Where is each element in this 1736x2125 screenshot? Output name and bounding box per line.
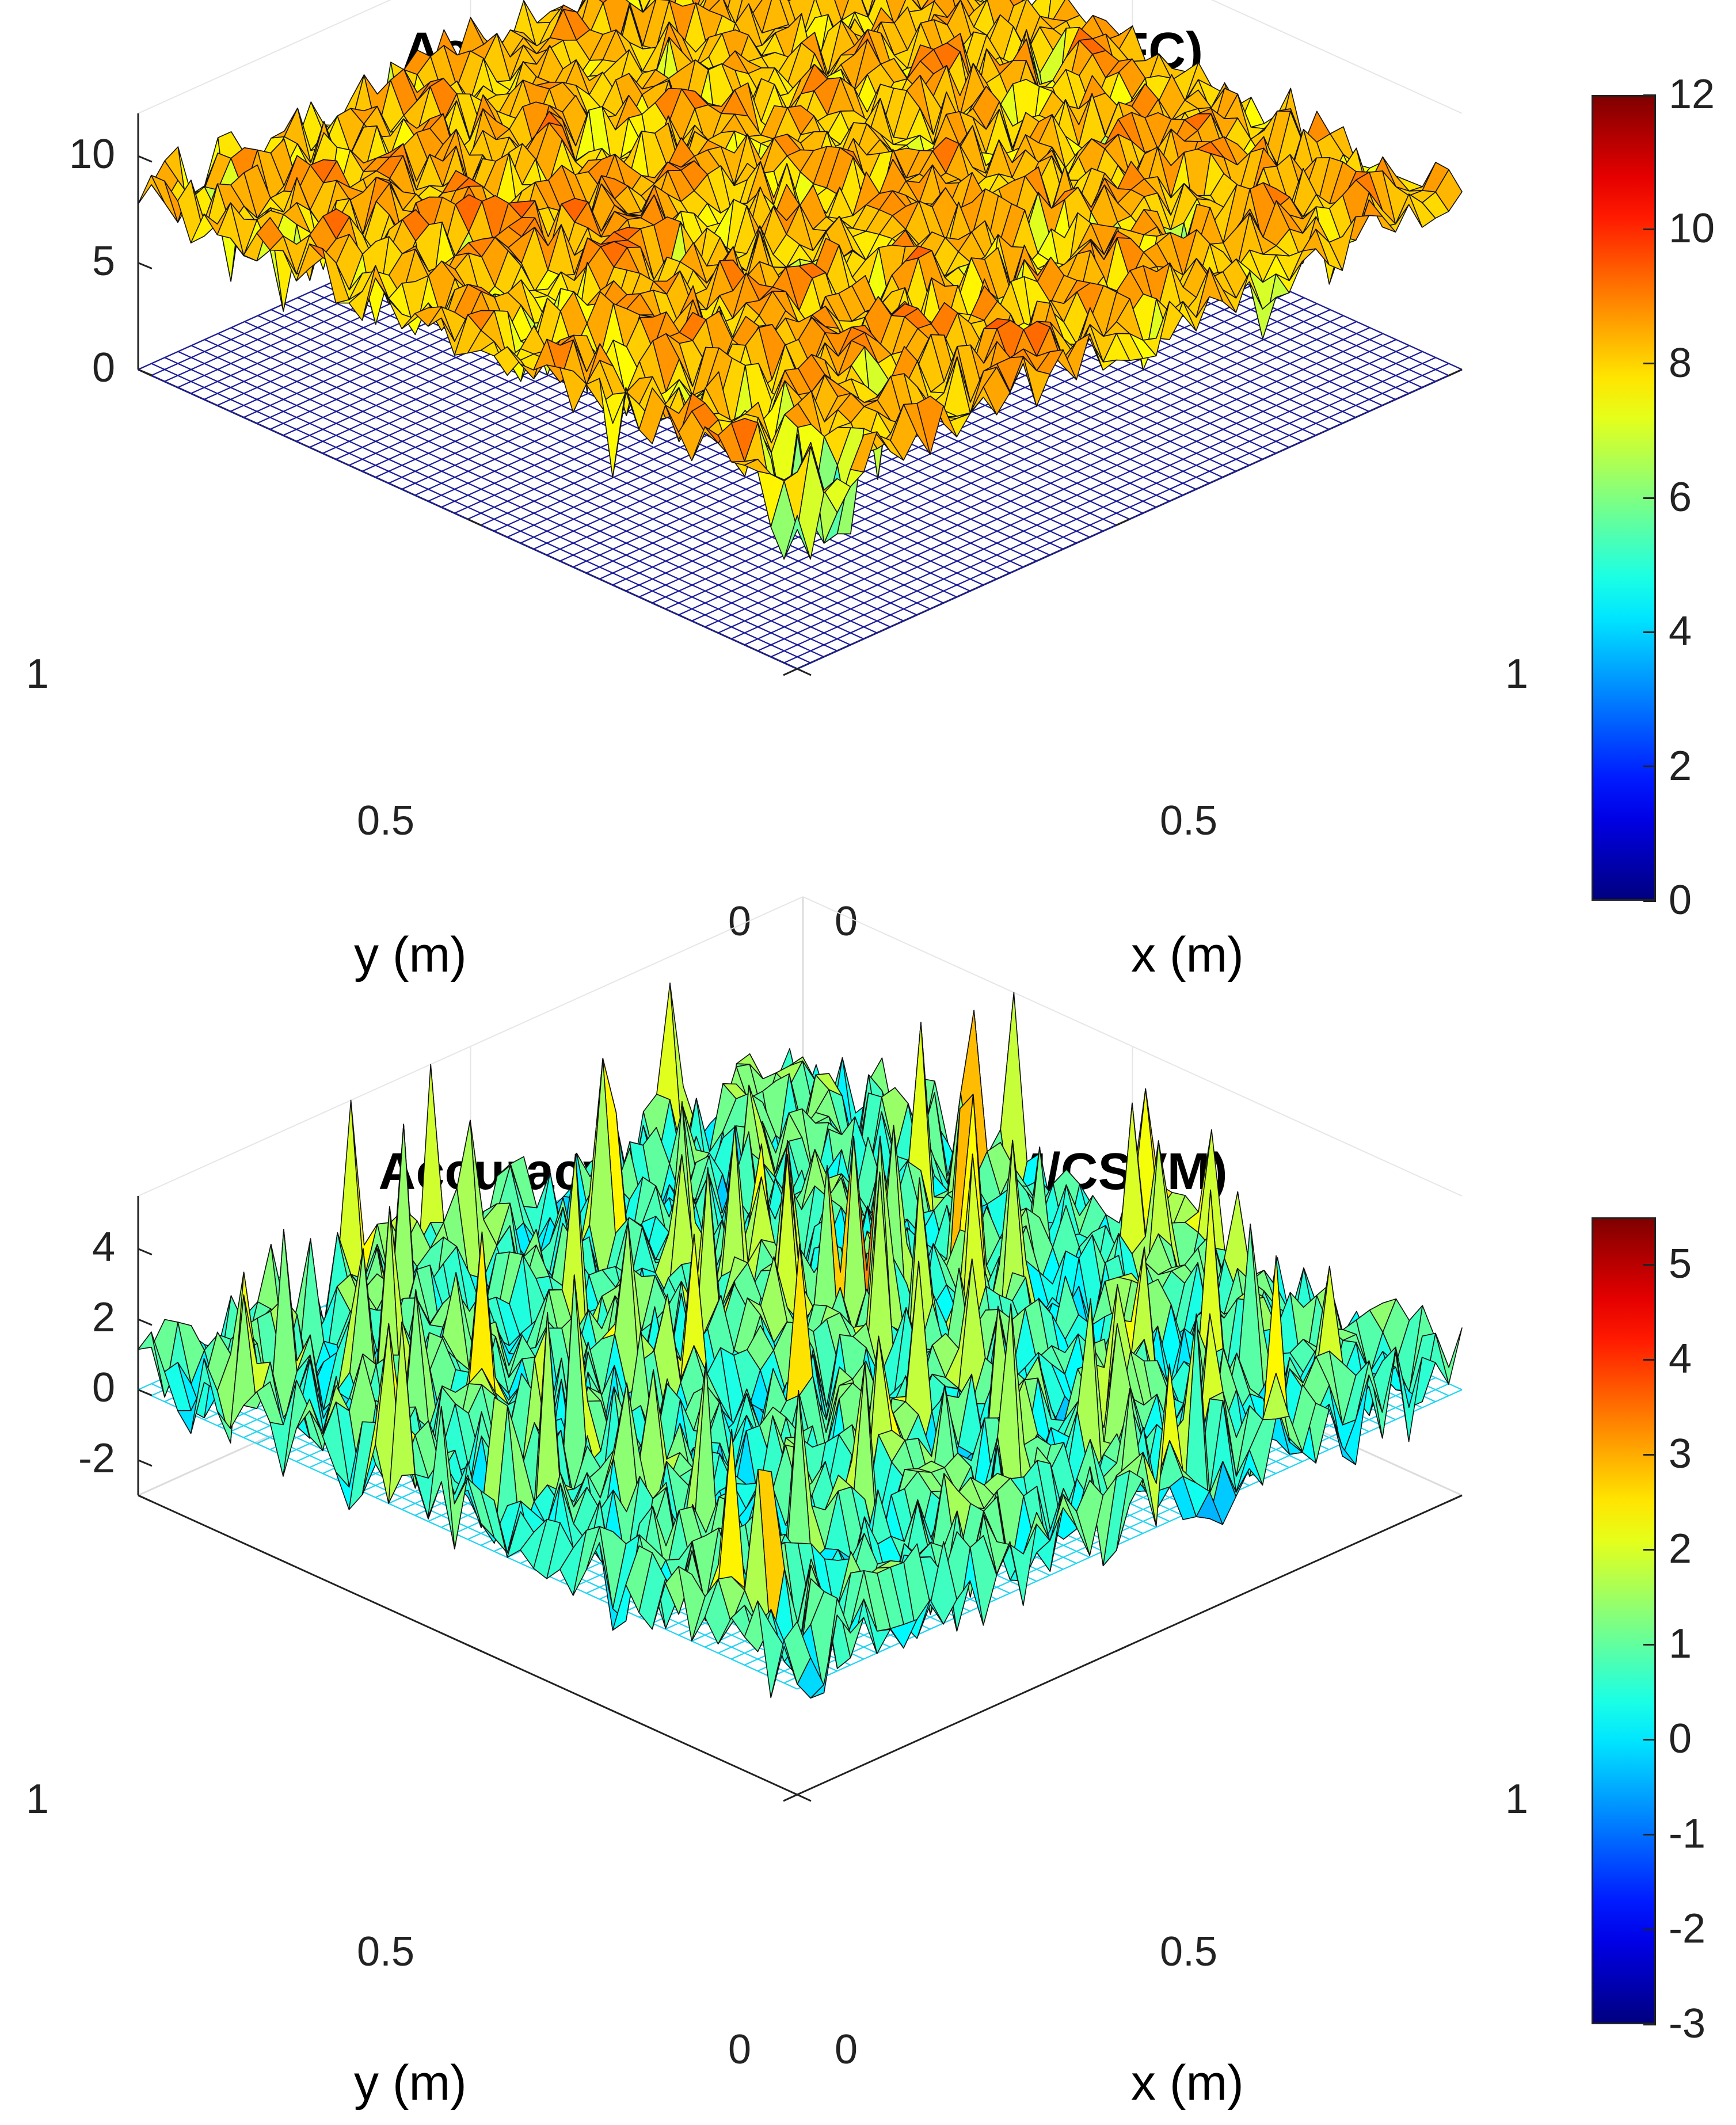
- colorbar-tick-mark: [1643, 363, 1656, 365]
- back-gridline: [802, 896, 1463, 1197]
- z-tick-mark: [138, 262, 153, 269]
- y-tick-mark: [467, 518, 482, 527]
- z-tick-mark: [138, 155, 153, 163]
- y-axis-label: y (m): [354, 927, 467, 982]
- x-tick-mark: [1448, 368, 1463, 377]
- colorbar-tick-label: 0: [1669, 877, 1692, 923]
- surface-face: [834, 0, 850, 21]
- x-tick-label: 0.5: [1160, 798, 1218, 844]
- colorbar-tick-label: 2: [1669, 742, 1692, 789]
- colorbar-tick-label: 4: [1669, 608, 1692, 655]
- colorbar-tick-mark: [1643, 497, 1656, 499]
- colorbar-tick-mark: [1643, 766, 1656, 768]
- x-tick-label: 1: [1505, 651, 1529, 697]
- surface-face: [783, 515, 811, 560]
- y-tick-mark: [797, 668, 812, 676]
- surface-face: [599, 0, 607, 3]
- x-tick-mark: [783, 668, 798, 676]
- colorbar-tick-mark: [1643, 94, 1656, 96]
- colorbar-tick-label: 12: [1669, 71, 1715, 117]
- colorbar-tick-label: 8: [1669, 340, 1692, 386]
- surface-faces: [138, 982, 1463, 1699]
- surface-face: [861, 0, 875, 18]
- back-gridline: [138, 0, 392, 114]
- back-gridline: [1210, 0, 1463, 114]
- surface-faces: [138, 0, 1463, 560]
- colorbar-tick-mark: [1643, 900, 1656, 902]
- colorbar-tick-label: 10: [1669, 205, 1715, 252]
- colorbar-tick-mark: [1643, 631, 1656, 633]
- z-tick-label: 10: [68, 131, 115, 178]
- colorbar-tick-mark: [1643, 228, 1656, 230]
- colorbar-tick-label: 6: [1669, 474, 1692, 520]
- z-tick-mark: [138, 368, 153, 376]
- x-axis-label: x (m): [1131, 927, 1244, 982]
- z-tick-label: 0: [92, 345, 115, 391]
- x-tick-mark: [1115, 518, 1130, 527]
- y-tick-label: 0.5: [357, 798, 415, 844]
- surface-plot: [137, 0, 1463, 676]
- x-tick-label: 0: [835, 898, 858, 945]
- z-tick-label: 5: [92, 238, 115, 284]
- y-tick-label: 1: [26, 651, 50, 697]
- surface-plot: [137, 896, 1463, 1802]
- back-gridline: [138, 896, 804, 1197]
